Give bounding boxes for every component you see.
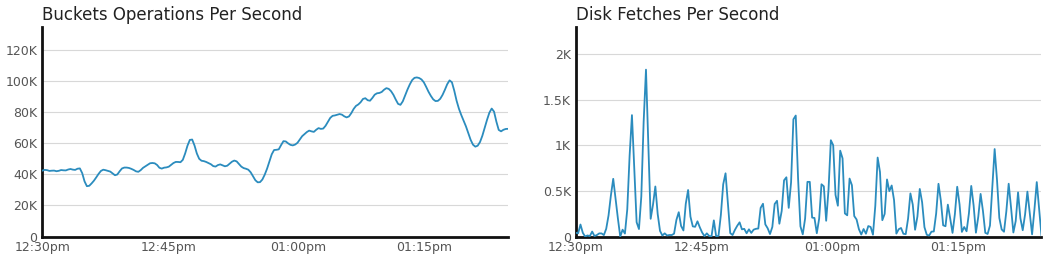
Text: Disk Fetches Per Second: Disk Fetches Per Second bbox=[576, 5, 779, 24]
Text: Buckets Operations Per Second: Buckets Operations Per Second bbox=[43, 5, 303, 24]
